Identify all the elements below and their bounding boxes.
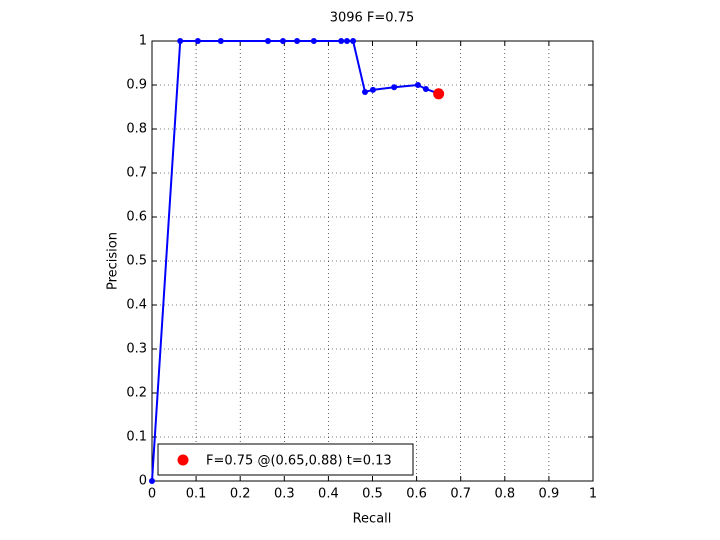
y-tick-label: 0.9	[126, 78, 147, 93]
point	[391, 84, 398, 91]
y-tick-label: 0	[139, 474, 147, 489]
y-tick-label: 0.5	[126, 254, 147, 269]
point	[194, 38, 201, 44]
legend-label: F=0.75 @(0.65,0.88) t=0.13	[206, 454, 392, 469]
x-tick-label: 0.2	[230, 487, 251, 502]
x-tick-label: 0.3	[274, 487, 295, 502]
point	[177, 38, 184, 44]
y-tick-label: 0.4	[126, 298, 147, 313]
y-tick-label: 1	[139, 34, 147, 49]
point	[362, 89, 369, 96]
x-tick-label: 0	[148, 487, 156, 502]
point	[350, 38, 357, 44]
point	[343, 38, 350, 44]
legend-marker	[177, 454, 189, 466]
y-tick-label: 0.6	[126, 210, 147, 225]
point	[294, 38, 301, 44]
legend-box	[157, 443, 414, 476]
y-tick-label: 0.7	[126, 166, 147, 181]
y-tick-label: 0.3	[126, 342, 147, 357]
y-tick-label: 0.8	[126, 122, 147, 137]
point	[149, 478, 155, 484]
x-tick-label: 0.5	[362, 487, 383, 502]
y-axis-label: Precision	[106, 232, 121, 290]
axes-box	[151, 40, 594, 482]
best-point	[433, 88, 445, 100]
x-tick-label: 1	[589, 487, 597, 502]
y-tick-label: 0.1	[126, 430, 147, 445]
x-tick-label: 0.8	[494, 487, 515, 502]
chart-title: 3096 F=0.75	[330, 11, 415, 26]
point	[264, 38, 271, 44]
x-tick-label: 0.4	[318, 487, 339, 502]
x-tick-label: 0.9	[539, 487, 560, 502]
point	[310, 38, 317, 44]
x-axis-label: Recall	[353, 512, 392, 527]
y-tick-label: 0.2	[126, 386, 147, 401]
x-tick-label: 0.6	[406, 487, 427, 502]
x-tick-label: 0.7	[450, 487, 471, 502]
point	[217, 38, 224, 44]
point	[414, 82, 421, 88]
point	[422, 85, 429, 92]
point	[279, 38, 286, 44]
point	[338, 38, 345, 44]
point	[369, 86, 376, 93]
x-tick-label: 0.1	[186, 487, 207, 502]
